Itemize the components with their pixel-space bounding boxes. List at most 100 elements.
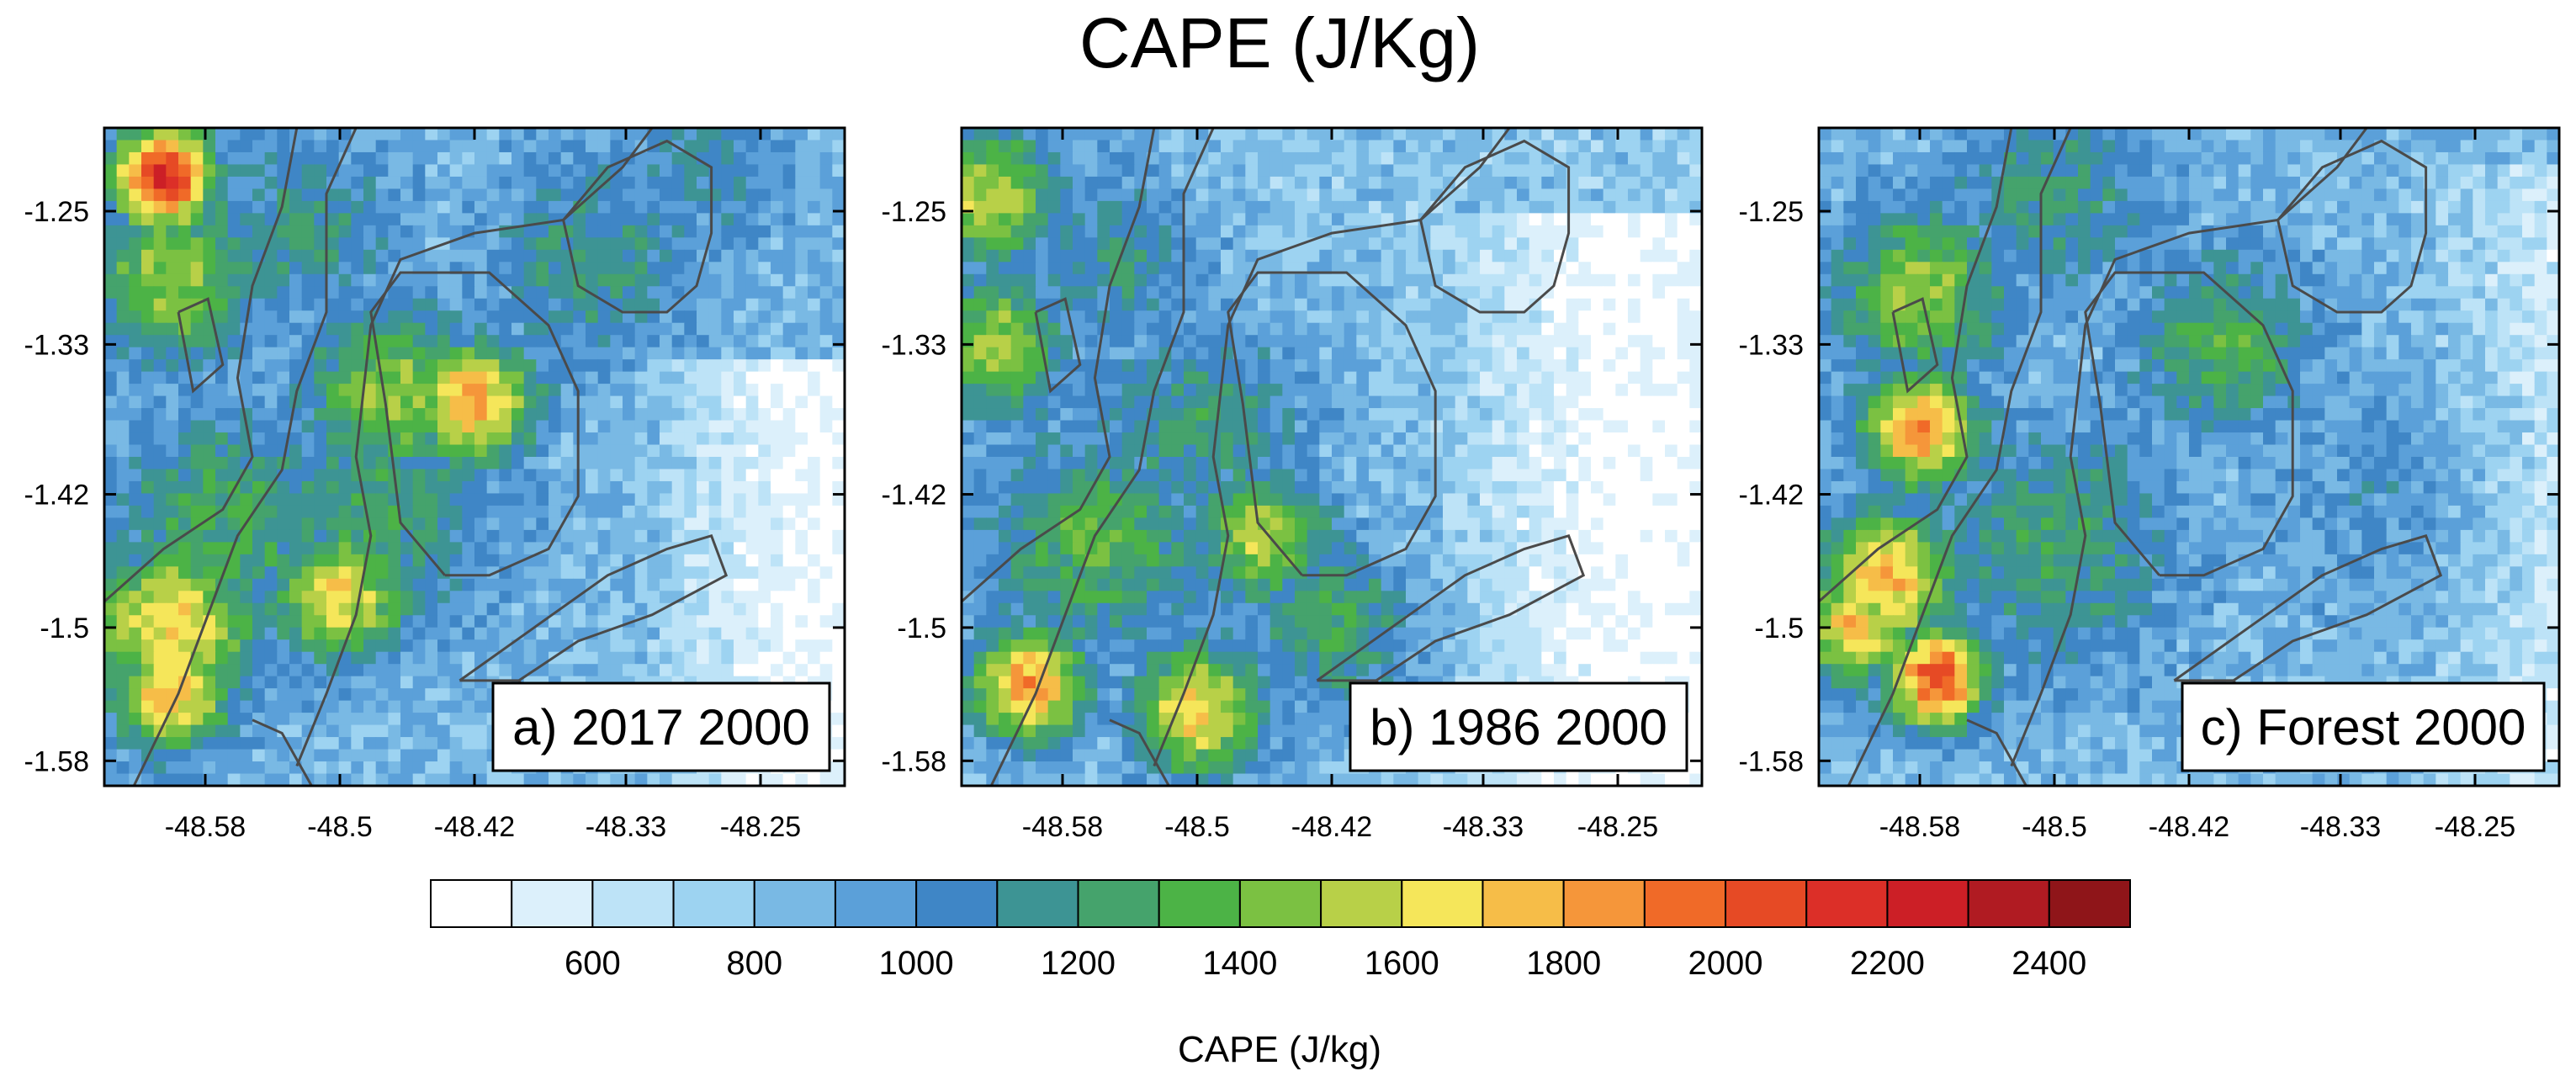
field-cell <box>523 310 537 324</box>
field-cell <box>363 713 377 726</box>
field-cell <box>610 420 623 433</box>
field-cell <box>511 602 525 616</box>
field-cell <box>586 651 599 665</box>
field-cell <box>104 480 118 495</box>
field-cell <box>623 384 636 397</box>
field-cell <box>314 773 327 786</box>
field-cell <box>252 395 266 409</box>
field-cell <box>962 286 975 300</box>
field-cell <box>795 335 808 348</box>
field-cell <box>412 395 426 409</box>
field-cell <box>1480 322 1493 336</box>
field-cell <box>1455 432 1468 446</box>
field-cell <box>671 773 685 786</box>
field-cell <box>1504 384 1518 397</box>
field-cell <box>536 151 549 166</box>
field-cell <box>499 213 512 226</box>
field-cell <box>1529 286 1542 300</box>
field-cell <box>1282 151 1296 166</box>
field-cell <box>338 432 352 446</box>
field-cell <box>1554 310 1567 324</box>
field-cell <box>560 322 574 336</box>
field-cell <box>1184 213 1197 226</box>
field-cell <box>289 335 303 348</box>
field-cell <box>1208 249 1222 262</box>
field-cell <box>1393 347 1407 360</box>
field-cell <box>363 249 377 262</box>
field-cell <box>819 237 833 251</box>
field-cell <box>240 688 253 702</box>
field-cell <box>215 724 229 738</box>
field-cell <box>832 700 845 713</box>
field-cell <box>1110 140 1123 153</box>
field-cell <box>634 151 648 166</box>
field-cell <box>166 310 179 324</box>
field-cell <box>425 639 438 653</box>
field-cell <box>684 335 697 348</box>
field-cell <box>190 469 204 482</box>
field-cell <box>771 359 784 373</box>
field-cell <box>499 237 512 251</box>
field-cell <box>808 773 821 786</box>
field-cell <box>474 298 488 311</box>
field-cell <box>795 359 808 373</box>
field-cell <box>819 273 833 287</box>
field-cell <box>1332 359 1345 373</box>
field-cell <box>623 444 636 458</box>
field-cell <box>660 164 673 178</box>
field-cell <box>129 151 142 166</box>
field-cell <box>1073 384 1086 397</box>
field-cell <box>1084 225 1098 238</box>
field-cell <box>486 286 500 300</box>
field-cell <box>973 286 987 300</box>
field-cell <box>1344 444 1357 458</box>
field-cell <box>610 578 623 591</box>
field-cell <box>1332 298 1345 311</box>
field-cell <box>1640 359 1653 373</box>
field-cell <box>1529 322 1542 336</box>
field-cell <box>671 249 685 262</box>
field-cell <box>215 164 229 178</box>
field-cell <box>277 273 290 287</box>
field-cell <box>758 651 771 665</box>
field-cell <box>560 529 574 543</box>
field-cell <box>129 188 142 202</box>
field-cell <box>326 602 340 616</box>
field-cell <box>647 188 660 202</box>
field-cell <box>338 480 352 495</box>
field-cell <box>660 200 673 214</box>
field-cell <box>1010 176 1024 190</box>
field-cell <box>708 457 722 470</box>
field-cell <box>819 249 833 262</box>
field-cell <box>782 578 796 591</box>
field-cell <box>486 480 500 495</box>
field-cell <box>1110 347 1123 360</box>
field-cell <box>721 615 734 628</box>
field-cell <box>129 298 142 311</box>
field-cell <box>1047 347 1061 360</box>
field-cell <box>536 371 549 384</box>
field-cell <box>819 602 833 616</box>
field-cell <box>782 432 796 446</box>
field-cell <box>586 639 599 653</box>
field-cell <box>190 505 204 519</box>
field-cell <box>1517 213 1530 226</box>
x-tick-label: -48.25 <box>720 811 801 843</box>
field-cell <box>1258 140 1271 153</box>
field-cell <box>462 420 475 433</box>
field-cell <box>227 651 241 665</box>
field-cell <box>1208 322 1222 336</box>
field-cell <box>289 505 303 519</box>
field-cell <box>203 529 216 543</box>
field-cell <box>758 188 771 202</box>
field-cell <box>1652 395 1666 409</box>
field-cell <box>745 249 759 262</box>
field-cell <box>1010 347 1024 360</box>
field-cell <box>1158 213 1172 226</box>
field-cell <box>141 347 155 360</box>
field-cell <box>1171 457 1185 470</box>
field-cell <box>511 529 525 543</box>
field-cell <box>252 286 266 300</box>
field-cell <box>1307 128 1320 141</box>
field-cell <box>734 371 747 384</box>
